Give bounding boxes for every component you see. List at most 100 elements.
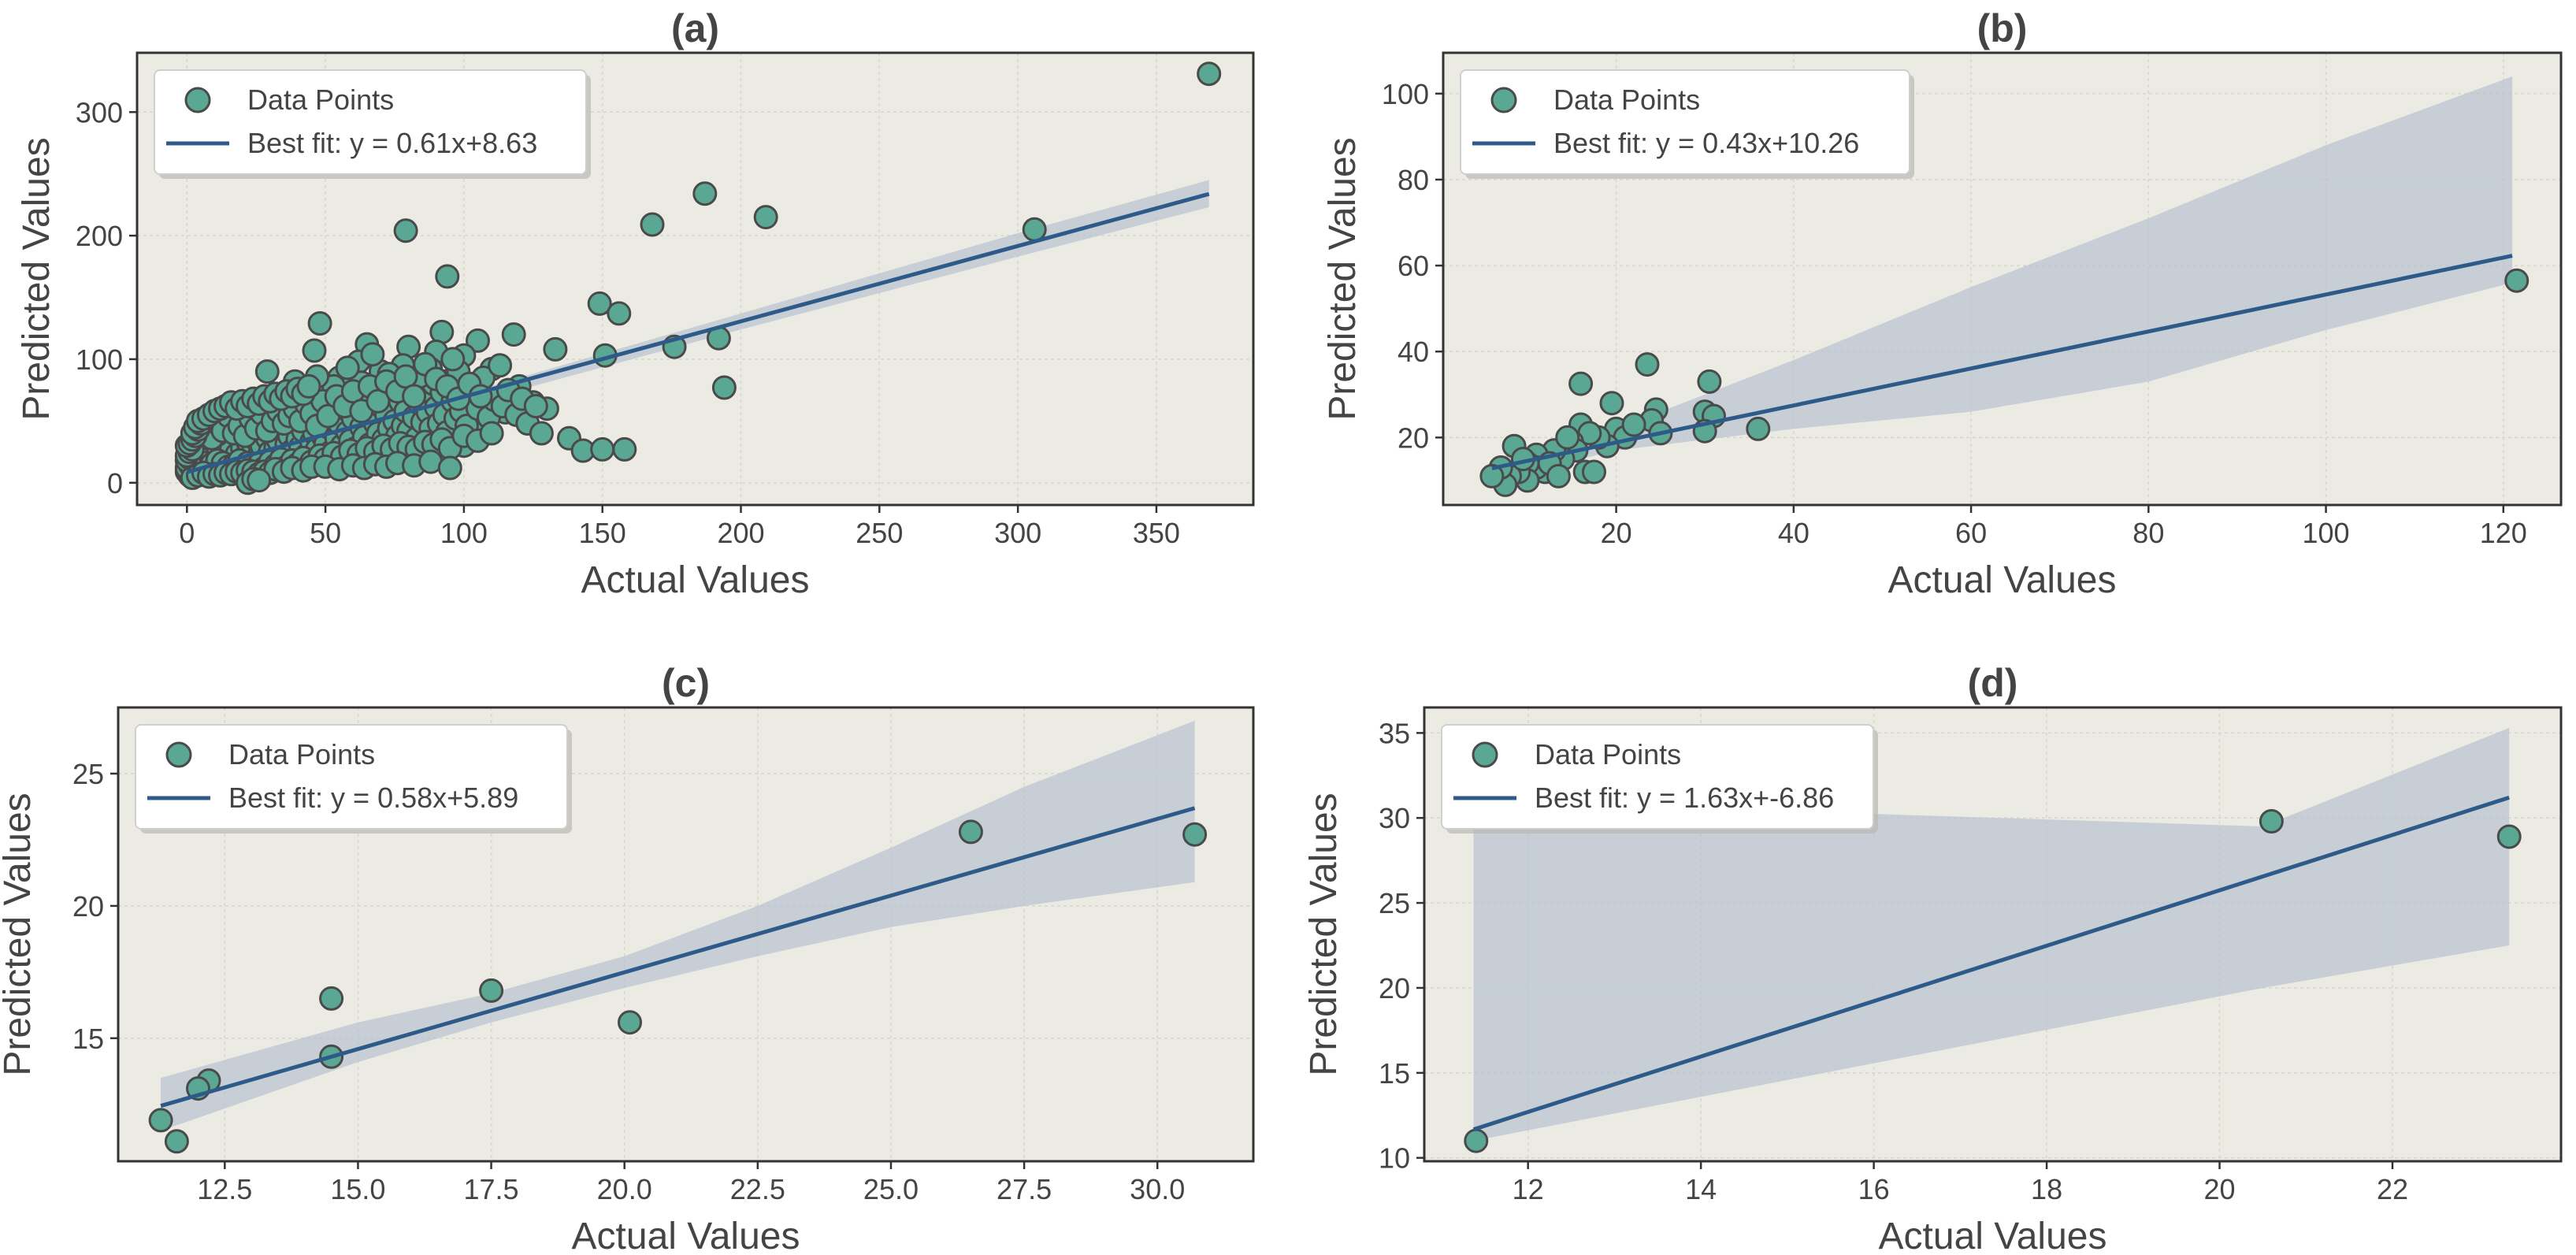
- y-axis-label: Predicted Values: [1322, 137, 1364, 420]
- best-fit-line: [160, 806, 1196, 1108]
- data-point: [711, 375, 737, 400]
- legend-label-fit: Best fit: y = 0.58x+5.89: [228, 782, 518, 814]
- data-point: [302, 338, 327, 363]
- x-tick-label: 20.0: [597, 1173, 652, 1205]
- data-point: [1582, 459, 1606, 485]
- data-point: [247, 468, 272, 493]
- x-axis-label: Actual Values: [1879, 1216, 2107, 1255]
- x-tick-label: 120: [2480, 517, 2527, 549]
- data-point: [1635, 352, 1660, 377]
- chart-panel-c: 12.5 15.0 17.5 20.0 22.5 25.0 27.5 30.0 15 20 25 (c…: [0, 661, 1255, 1255]
- data-point: [529, 421, 554, 446]
- data-point: [437, 455, 462, 481]
- y-tick-label: 20: [1379, 972, 1410, 1004]
- data-point: [479, 421, 504, 446]
- x-tick-label: 200: [717, 517, 764, 549]
- data-point: [1546, 463, 1571, 488]
- data-point: [1182, 822, 1208, 847]
- x-tick-label: 22: [2377, 1173, 2408, 1205]
- data-point: [590, 436, 615, 462]
- y-tick-label: 200: [76, 220, 123, 252]
- y-tick-label: 15: [1379, 1057, 1410, 1090]
- confidence-band: [1491, 76, 2513, 481]
- legend-label-fit: Best fit: y = 1.63x+-6.86: [1535, 782, 1834, 814]
- x-axis-label: Actual Values: [1888, 559, 2117, 601]
- y-tick-label: 100: [76, 343, 123, 376]
- data-point: [1197, 61, 1222, 87]
- best-fit-line: [1472, 795, 2510, 1131]
- data-point: [360, 342, 385, 367]
- data-point: [753, 205, 778, 230]
- y-tick-label: 80: [1397, 164, 1429, 196]
- legend-box: [135, 724, 568, 830]
- legend-label-points: Data Points: [247, 84, 394, 116]
- data-point: [618, 1010, 642, 1035]
- x-axis-label: Actual Values: [581, 559, 810, 601]
- data-point: [692, 181, 718, 206]
- y-tick-label: 40: [1397, 336, 1429, 368]
- x-tick-label: 16: [1858, 1173, 1890, 1205]
- legend-marker-points: [1472, 741, 1498, 768]
- data-point: [1599, 391, 1624, 416]
- data-point: [335, 355, 360, 381]
- data-point: [296, 373, 321, 399]
- x-tick-label: 27.5: [997, 1173, 1052, 1205]
- data-point: [488, 353, 513, 378]
- data-point: [148, 1108, 173, 1133]
- data-point: [307, 311, 332, 336]
- data-point: [501, 322, 526, 347]
- y-tick-label: 0: [107, 467, 123, 499]
- legend-box: [1460, 69, 1910, 175]
- data-point: [164, 1129, 189, 1154]
- y-tick-label: 25: [1379, 887, 1410, 919]
- x-tick-label: 50: [310, 517, 341, 549]
- x-tick-label: 17.5: [464, 1173, 519, 1205]
- data-point: [640, 212, 665, 237]
- data-point: [435, 264, 460, 289]
- data-point: [607, 301, 632, 326]
- chart-title: (c): [662, 661, 710, 705]
- y-tick-label: 20: [72, 890, 104, 923]
- x-tick-label: 25.0: [863, 1173, 919, 1205]
- legend-marker-points: [165, 741, 192, 768]
- y-tick-label: 30: [1379, 802, 1410, 834]
- best-fit-line: [1491, 254, 2513, 470]
- plot-frame: [135, 51, 1255, 507]
- y-axis-label: Predicted Values: [16, 137, 58, 420]
- chart-title: (a): [671, 6, 719, 50]
- chart-panel-b: 20 40 60 80 100 120 20 40 60 80 100 (b) Actual Value…: [1322, 6, 2563, 601]
- legend-box: [154, 69, 587, 175]
- legend-marker-points: [1490, 87, 1517, 113]
- x-tick-label: 350: [1133, 517, 1180, 549]
- y-tick-label: 60: [1397, 250, 1429, 282]
- x-tick-label: 100: [2303, 517, 2350, 549]
- chart-title: (b): [1977, 6, 2028, 50]
- legend-label-fit: Best fit: y = 0.43x+10.26: [1553, 127, 1859, 159]
- chart-panel-d: 12 14 16 18 20 22 10 15 20 25 30 35 (d) Actual Values…: [1303, 661, 2563, 1255]
- chart-panel-a: 0 50 100 150 200 250 300 350 0 100 200 300 (a) Actual…: [16, 6, 1255, 601]
- y-axis-label: Predicted Values: [0, 793, 39, 1075]
- y-tick-label: 15: [72, 1023, 104, 1055]
- x-tick-label: 60: [1955, 517, 1987, 549]
- data-point: [319, 986, 344, 1011]
- x-tick-label: 18: [2031, 1173, 2062, 1205]
- plot-frame: [1423, 706, 2563, 1163]
- data-point: [958, 819, 983, 845]
- data-point: [440, 347, 466, 372]
- x-tick-label: 80: [2132, 517, 2164, 549]
- legend-label-points: Data Points: [228, 738, 375, 770]
- data-point: [523, 394, 548, 418]
- data-point: [429, 319, 455, 344]
- chart-title: (d): [1968, 661, 2018, 705]
- data-point: [612, 436, 637, 462]
- data-point: [2496, 824, 2522, 849]
- data-point: [1621, 412, 1646, 437]
- x-tick-label: 22.5: [730, 1173, 785, 1205]
- confidence-band: [161, 720, 1195, 1131]
- data-point: [1555, 425, 1580, 450]
- x-tick-label: 150: [579, 517, 626, 549]
- plot-frame: [117, 706, 1255, 1163]
- data-point: [543, 336, 568, 362]
- x-tick-label: 14: [1685, 1173, 1717, 1205]
- x-tick-label: 0: [179, 517, 195, 549]
